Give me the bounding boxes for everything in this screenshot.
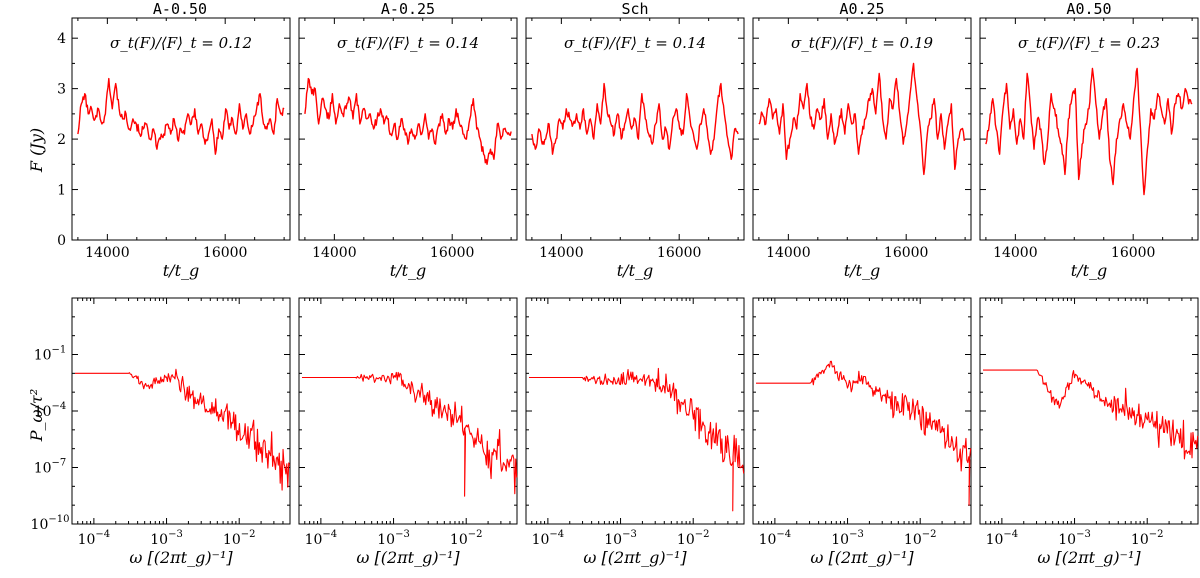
x-tick-label: 10−4 bbox=[759, 529, 792, 548]
lightcurve-frame bbox=[752, 17, 972, 241]
y-tick-label: 2 bbox=[57, 132, 66, 148]
x-tick-label: 14000 bbox=[766, 245, 811, 261]
spectrum-line bbox=[75, 368, 291, 491]
lightcurve-line bbox=[758, 62, 966, 176]
spectrum-panel-sch: 10−4 10−3 10−2ω [(2πt_g)⁻¹] bbox=[525, 297, 745, 567]
x-tick-label: 10−4 bbox=[532, 529, 565, 548]
lightcurve-line bbox=[304, 77, 512, 166]
lightcurve-frame bbox=[525, 17, 745, 241]
x-tick-label: 10−4 bbox=[78, 529, 111, 548]
spectrum-line bbox=[756, 360, 972, 506]
x-tick-label: 10−2 bbox=[223, 529, 256, 548]
panel-title-a050: A0.50 bbox=[1066, 0, 1111, 18]
spectrum-xlabel: ω [(2πt_g)⁻¹] bbox=[810, 548, 914, 567]
x-tick-label: 16000 bbox=[430, 245, 475, 261]
x-tick-label: 10−4 bbox=[986, 529, 1019, 548]
variability-annotation: σ_t(F)/⟨F⟩_t = 0.19 bbox=[791, 34, 934, 52]
variability-annotation: σ_t(F)/⟨F⟩_t = 0.14 bbox=[337, 34, 479, 52]
x-tick-label: 14000 bbox=[85, 245, 130, 261]
panel-title-a-025: A-0.25 bbox=[381, 0, 435, 18]
spectrum-panel-a050: 10−4 10−3 10−2ω [(2πt_g)⁻¹] bbox=[979, 297, 1199, 567]
spectrum-frame bbox=[298, 297, 518, 525]
spectrum-xlabel: ω [(2πt_g)⁻¹] bbox=[356, 548, 460, 567]
x-tick-label: 16000 bbox=[657, 245, 702, 261]
x-tick-label: 10−4 bbox=[305, 529, 338, 548]
panel-titles: A-0.50 A-0.25 Sch A0.25 A0.50 bbox=[153, 0, 1112, 18]
spectrum-frame bbox=[71, 297, 291, 525]
lightcurve-line bbox=[77, 77, 285, 155]
spectrum-line bbox=[302, 371, 518, 497]
lightcurve-panel-a-025: 14000 16000 σ_t(F)/⟨F⟩_t = 0.14 t/t_g bbox=[298, 17, 518, 280]
lightcurve-frame bbox=[71, 17, 291, 241]
x-tick-label: 16000 bbox=[1111, 245, 1156, 261]
top-ylabel: F (Jy) bbox=[27, 128, 46, 173]
lightcurve-line bbox=[985, 67, 1193, 196]
lightcurve-line bbox=[531, 82, 739, 160]
lightcurve-panel-a-050: 14000 16000 0 1 2 3 4 σ_t(F)/⟨F⟩_t = 0.12 t/t_g bbox=[57, 17, 291, 280]
y-tick-label: 3 bbox=[57, 82, 66, 98]
lightcurve-panel-sch: 14000 16000 σ_t(F)/⟨F⟩_t = 0.14 t/t_g bbox=[525, 17, 745, 280]
spectrum-xlabel: ω [(2πt_g)⁻¹] bbox=[129, 548, 233, 567]
panel-title-sch: Sch bbox=[621, 0, 648, 18]
lightcurve-xlabel: t/t_g bbox=[844, 261, 881, 280]
x-tick-label: 16000 bbox=[203, 245, 248, 261]
x-tick-label: 10−3 bbox=[150, 529, 183, 548]
x-tick-label: 10−2 bbox=[904, 529, 937, 548]
x-tick-label: 10−2 bbox=[450, 529, 483, 548]
lightcurve-xlabel: t/t_g bbox=[617, 261, 654, 280]
x-tick-label: 14000 bbox=[539, 245, 584, 261]
y-tick-label: 10−1 bbox=[34, 345, 67, 364]
x-tick-label: 10−3 bbox=[831, 529, 864, 548]
x-tick-label: 16000 bbox=[884, 245, 929, 261]
bottom-ylabel-text: P_ω/τ² bbox=[27, 389, 46, 442]
x-tick-label: 10−3 bbox=[1058, 529, 1091, 548]
spectrum-xlabel: ω [(2πt_g)⁻¹] bbox=[1037, 548, 1141, 567]
y-tick-label: 1 bbox=[57, 183, 66, 199]
lightcurve-xlabel: t/t_g bbox=[163, 261, 200, 280]
y-tick-label: 4 bbox=[57, 31, 66, 47]
panel-title-a025: A0.25 bbox=[839, 0, 884, 18]
x-tick-label: 10−3 bbox=[604, 529, 637, 548]
spectrum-frame bbox=[752, 297, 972, 525]
top-ylabel-text: F (Jy) bbox=[27, 128, 46, 173]
y-tick-label: 10−10 bbox=[31, 514, 70, 533]
y-tick-label: 10−7 bbox=[34, 458, 67, 477]
bottom-ylabel: P_ω/τ² bbox=[27, 389, 46, 442]
x-tick-label: 10−2 bbox=[1131, 529, 1164, 548]
y-tick-label: 10−4 bbox=[34, 401, 67, 420]
lightcurve-panel-a050: 14000 16000 σ_t(F)/⟨F⟩_t = 0.23 t/t_g bbox=[979, 17, 1199, 280]
x-tick-label: 14000 bbox=[312, 245, 357, 261]
spectrum-frame bbox=[525, 297, 745, 525]
x-tick-label: 10−3 bbox=[377, 529, 410, 548]
x-tick-label: 14000 bbox=[993, 245, 1038, 261]
y-tick-label: 0 bbox=[57, 233, 66, 249]
spectrum-panel-a025: 10−4 10−3 10−2ω [(2πt_g)⁻¹] bbox=[752, 297, 972, 567]
variability-annotation: σ_t(F)/⟨F⟩_t = 0.14 bbox=[564, 34, 706, 52]
variability-annotation: σ_t(F)/⟨F⟩_t = 0.23 bbox=[1018, 34, 1160, 52]
spectrum-xlabel: ω [(2πt_g)⁻¹] bbox=[583, 548, 687, 567]
spectrum-frame bbox=[979, 297, 1199, 525]
lightcurve-panel-a025: 14000 16000 σ_t(F)/⟨F⟩_t = 0.19 t/t_g bbox=[752, 17, 972, 280]
lightcurve-xlabel: t/t_g bbox=[390, 261, 427, 280]
x-tick-label: 10−2 bbox=[677, 529, 710, 548]
lightcurve-frame bbox=[979, 17, 1199, 241]
lightcurve-xlabel: t/t_g bbox=[1071, 261, 1108, 280]
variability-annotation: σ_t(F)/⟨F⟩_t = 0.12 bbox=[110, 34, 252, 52]
spectrum-line bbox=[529, 367, 745, 512]
spectrum-panel-a-050: 10−4 10−3 10−2 10−10 10−7 10−4 10−1 ω [(2πt_g)⁻… bbox=[31, 297, 291, 567]
spectrum-panel-a-025: 10−4 10−3 10−2ω [(2πt_g)⁻¹] bbox=[298, 297, 518, 567]
panel-title-a-050: A-0.50 bbox=[153, 0, 207, 18]
lightcurve-frame bbox=[298, 17, 518, 241]
spectrum-line bbox=[983, 369, 1199, 460]
